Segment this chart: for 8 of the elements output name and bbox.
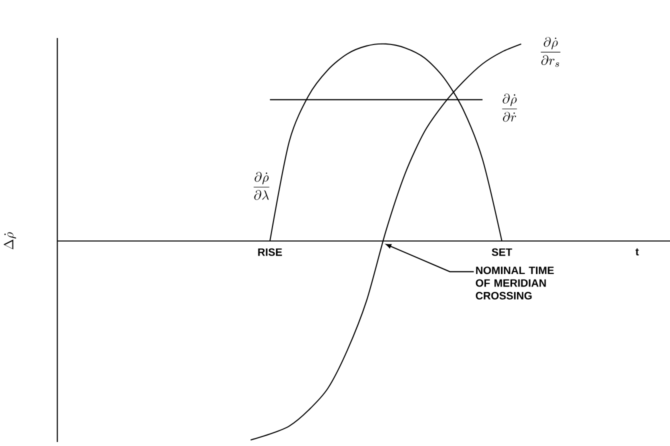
x-tick-label: RISE — [258, 248, 282, 256]
y-axis-title: $\Delta\dot{\rho}$ — [4, 232, 16, 250]
series-label: $\frac{\partial\dot{\rho}}{\partial r_s}$ — [540, 36, 560, 67]
series-label: $\frac{\partial\dot{\rho}}{\partial\dot{r}}$ — [502, 94, 517, 122]
x-tick-label: SET — [492, 248, 512, 256]
annotation: NOMINAL TIME OF MERIDIAN CROSSING — [476, 266, 554, 300]
series-label: $\frac{\partial\dot{\rho}}{\partial\lambda}$ — [254, 172, 270, 200]
x-tick-label: t — [636, 248, 639, 256]
